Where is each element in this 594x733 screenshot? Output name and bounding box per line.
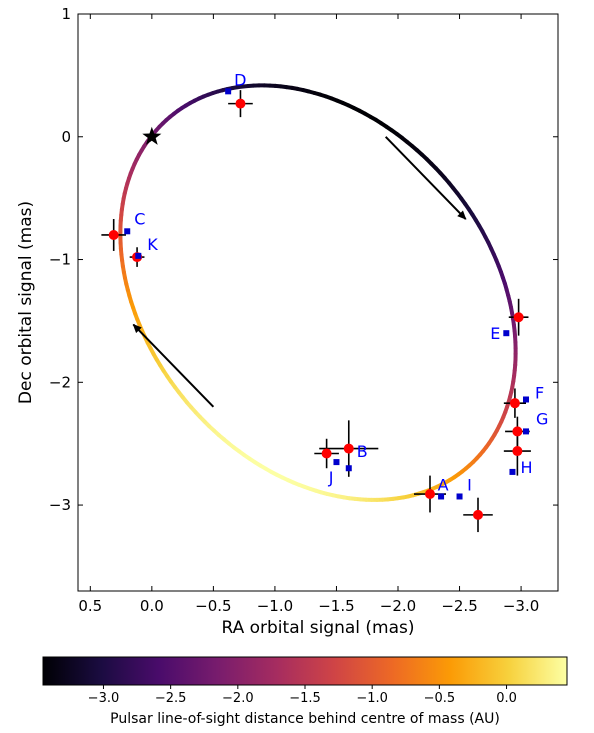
y-axis-label: Dec orbital signal (mas) <box>16 201 36 404</box>
model-point <box>503 330 509 336</box>
y-tick-label: −1 <box>49 251 71 269</box>
measured-point <box>512 426 522 436</box>
x-tick-label: −3.0 <box>503 597 539 615</box>
measured-point <box>473 510 483 520</box>
direction-arrow <box>133 325 213 407</box>
y-tick-label: 1 <box>61 5 71 23</box>
measured-point <box>235 99 245 109</box>
colorbar <box>43 657 567 685</box>
point-label: K <box>147 235 158 254</box>
x-tick-label: −0.5 <box>195 597 231 615</box>
x-tick-label: −1.0 <box>257 597 293 615</box>
x-axis-ticks: 0.5 0.0 −0.5 −1.0 −1.5 −2.0 −2.5 −3.0 <box>78 14 539 615</box>
colorbar-tick-label: −3.0 <box>88 691 120 706</box>
point-label: H <box>520 458 532 477</box>
measured-point <box>322 449 332 459</box>
y-axis-ticks: 1 0 −1 −2 −3 <box>49 5 558 514</box>
model-point <box>124 228 130 234</box>
model-point <box>225 88 231 94</box>
colorbar-tick-label: −1.0 <box>356 691 388 706</box>
x-tick-label: 0.5 <box>78 597 102 615</box>
measured-point <box>344 444 354 454</box>
model-point <box>509 469 515 475</box>
y-tick-label: −2 <box>49 373 71 391</box>
model-points <box>124 88 529 499</box>
point-label: G <box>536 409 548 428</box>
point-label: E <box>490 324 500 343</box>
point-label: D <box>234 70 246 89</box>
x-tick-label: −2.0 <box>380 597 416 615</box>
measured-points <box>109 99 524 520</box>
point-label: C <box>134 209 145 228</box>
colorbar-tick-label: 0.0 <box>496 691 517 706</box>
x-tick-label: −1.5 <box>318 597 354 615</box>
orbit-track <box>120 85 515 500</box>
point-label: J <box>328 468 334 487</box>
direction-arrow <box>386 137 466 219</box>
point-labels: D CK E FG H B J A I <box>134 70 548 494</box>
colorbar-label: Pulsar line-of-sight distance behind cen… <box>110 711 500 727</box>
measured-point <box>514 312 524 322</box>
colorbar-tick-label: −2.5 <box>155 691 187 706</box>
colorbar-tick-label: −1.5 <box>289 691 321 706</box>
orbit-segment <box>166 117 170 120</box>
point-label: A <box>438 475 449 494</box>
model-point <box>457 493 463 499</box>
colorbar-tick-label: −0.5 <box>424 691 456 706</box>
y-tick-label: 0 <box>61 128 71 146</box>
colorbar-ticks: −3.0 −2.5 −2.0 −1.5 −1.0 −0.5 0.0 <box>88 685 517 706</box>
x-axis-label: RA orbital signal (mas) <box>221 618 414 638</box>
point-label: F <box>535 383 544 402</box>
colorbar-tick-label: −2.0 <box>222 691 254 706</box>
measured-point <box>512 446 522 456</box>
model-point <box>333 459 339 465</box>
plot-frame <box>78 14 558 591</box>
measured-point <box>109 230 119 240</box>
model-point <box>135 253 141 259</box>
model-point <box>523 428 529 434</box>
model-point <box>346 465 352 471</box>
direction-arrows <box>133 137 465 407</box>
measured-point <box>510 398 520 408</box>
point-label: B <box>357 442 368 461</box>
y-tick-label: −3 <box>49 496 71 514</box>
measured-point <box>425 489 435 499</box>
point-label: I <box>467 475 472 494</box>
model-point <box>523 396 529 402</box>
x-tick-label: −2.5 <box>441 597 477 615</box>
x-tick-label: 0.0 <box>140 597 164 615</box>
